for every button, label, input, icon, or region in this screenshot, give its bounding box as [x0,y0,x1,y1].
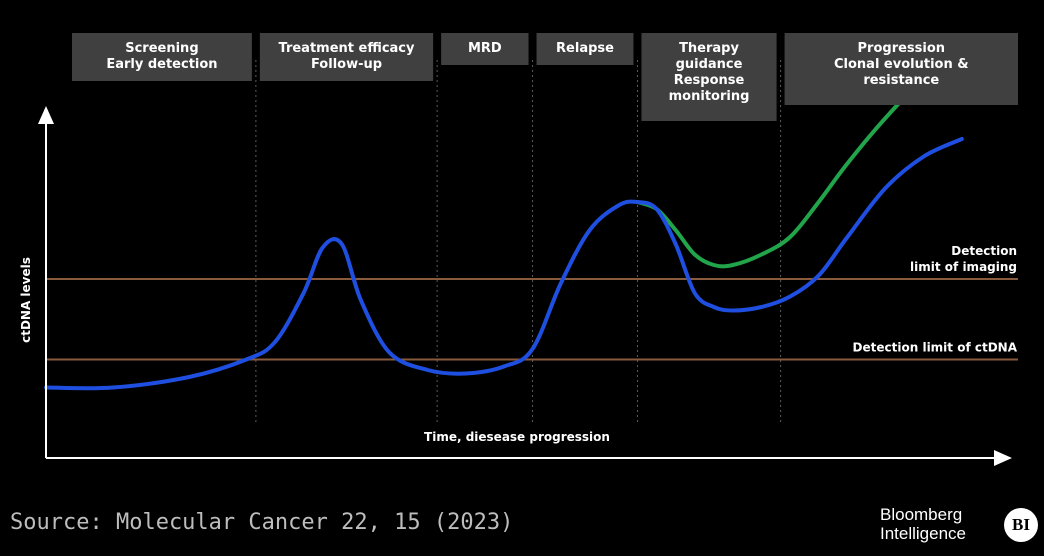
series-lines [44,56,964,391]
threshold-lines: Detection limit of imaging Detection limit… [46,244,1018,361]
phase-label: Therapy [679,41,739,56]
phase-label: guidance [676,57,743,72]
phase-label: Treatment efficacy [279,41,416,56]
threshold-label: Detection [951,244,1017,258]
threshold-label: limit of imaging [910,260,1017,274]
brand-name: Bloomberg Intelligence [880,505,966,543]
phase-label: MRD [468,41,502,56]
source-note: Source: Molecular Cancer 22, 15 (2023) [10,510,514,535]
series-line-ctdna-level [44,137,964,391]
ctdna-chart: Detection limit of imaging Detection limit… [19,33,1018,466]
phase-label: resistance [863,73,939,88]
phase-box: MRD [441,33,529,65]
phase-label: Relapse [556,41,614,56]
brand-line-1: Bloomberg [880,505,963,524]
phase-label: Clonal evolution & [834,57,969,72]
phase-box: Relapse [536,33,634,65]
phase-box-bg [784,33,1018,105]
phase-label: monitoring [669,89,750,104]
phase-box-bg [259,33,434,81]
y-axis-label: ctDNA levels [19,257,33,343]
brand-logo-icon: BI [1004,508,1038,542]
series-line-clonal-evolution [635,56,964,269]
threshold-label: Detection limit of ctDNA [853,341,1018,355]
phase-box-bg [72,33,252,81]
phase-label: Progression [858,41,946,56]
brand-line-2: Intelligence [880,524,967,543]
phase-dividers [255,60,782,425]
axes: Time, diesease progression ctDNA levels [19,106,1012,466]
phase-label: Response [674,73,745,88]
phase-label: Screening [125,41,198,56]
phase-box-bg [441,33,529,65]
x-axis-arrow-icon [994,450,1012,466]
phase-box-bg [536,33,634,65]
phase-label: Follow-up [311,57,382,72]
y-axis-arrow-icon [38,106,54,124]
phase-label: Early detection [106,57,217,72]
phase-box-bg [641,33,777,121]
x-axis-label: Time, diesease progression [424,430,610,444]
